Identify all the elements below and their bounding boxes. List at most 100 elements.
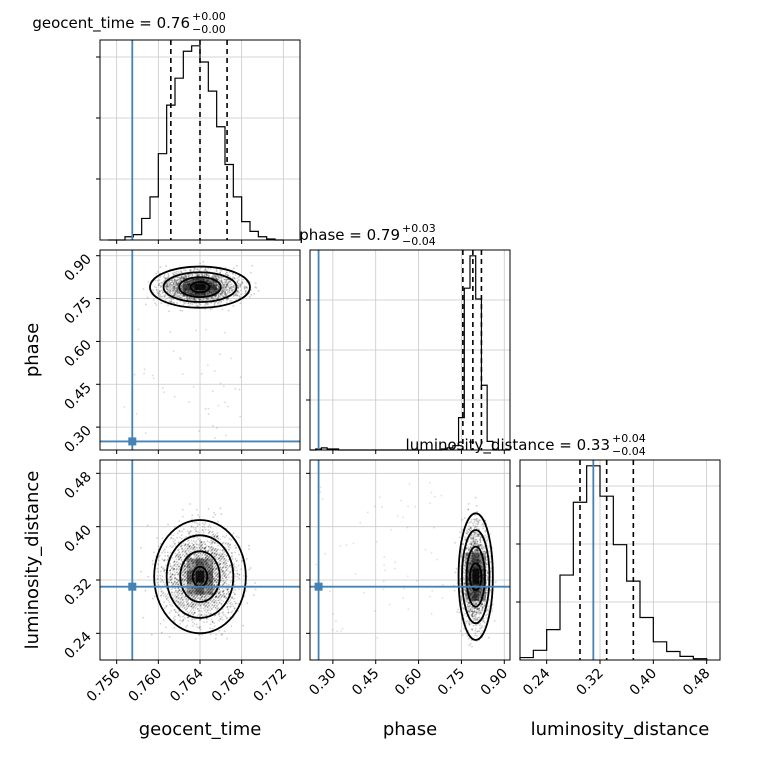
geocent-lumdist-point: [234, 593, 236, 596]
geocent-phase-point: [209, 281, 212, 284]
geocent-lumdist-point: [161, 558, 164, 561]
geocent-phase-point: [245, 287, 248, 289]
geocent-phase-point: [181, 283, 183, 286]
geocent-lumdist-point: [165, 597, 168, 600]
geocent-lumdist-point: [174, 552, 177, 555]
geocent-phase-point: [230, 289, 233, 292]
geocent-lumdist-point: [219, 596, 222, 599]
geocent-phase-point: [249, 271, 252, 274]
geocent-lumdist-point: [220, 554, 223, 557]
geocent-x-tick-label: 0.772: [250, 666, 290, 706]
geocent-lumdist-point: [215, 567, 218, 570]
geocent-phase-point: [206, 364, 209, 367]
geocent-lumdist-point: [233, 607, 236, 610]
geocent-lumdist-point: [227, 542, 230, 545]
geocent-x-tick-label: 0.768: [209, 666, 249, 706]
geocent-lumdist-point: [174, 539, 176, 542]
geocent-phase-point: [213, 302, 216, 305]
geocent-phase-point: [143, 372, 145, 375]
geocent-lumdist-point: [211, 541, 214, 544]
geocent-phase-point: [220, 278, 223, 281]
geocent-phase-point: [227, 282, 230, 284]
geocent-lumdist-point: [168, 611, 171, 614]
geocent-lumdist-point: [176, 532, 179, 535]
geocent-phase-point: [191, 292, 193, 294]
geocent-phase-truth-marker: [128, 437, 137, 446]
geocent-lumdist-point: [232, 532, 235, 535]
geocent-lumdist-point: [177, 549, 179, 552]
geocent-phase-point: [188, 401, 191, 403]
geocent-lumdist-point: [229, 581, 232, 584]
geocent-lumdist-point: [219, 593, 222, 596]
geocent-phase-point: [221, 292, 224, 294]
geocent-phase-point: [244, 292, 247, 295]
geocent-phase-point: [173, 294, 176, 297]
geocent-phase-point: [202, 261, 205, 263]
geocent-lumdist-point: [193, 521, 196, 524]
geocent-phase-point: [161, 386, 164, 389]
geocent-phase-point: [176, 291, 179, 294]
geocent-lumdist-point: [177, 562, 180, 565]
geocent-lumdist-point: [197, 538, 200, 540]
geocent-lumdist-point: [213, 563, 216, 565]
geocent-phase-point: [189, 290, 191, 293]
geocent-phase-point: [226, 273, 229, 276]
geocent-lumdist-point: [209, 603, 212, 605]
geocent-lumdist-point: [201, 522, 204, 524]
geocent-phase-point: [173, 279, 176, 281]
geocent-lumdist-point: [222, 579, 225, 582]
geocent-phase-point: [172, 288, 175, 291]
geocent-phase-point: [209, 281, 212, 284]
geocent-lumdist-point: [236, 572, 239, 575]
geocent-lumdist-point: [178, 520, 181, 523]
geocent-phase-point: [167, 274, 170, 276]
geocent-lumdist-point: [218, 601, 221, 604]
geocent-phase-point: [175, 286, 177, 288]
geocent-lumdist-point: [174, 610, 177, 613]
geocent-lumdist-point: [172, 596, 175, 599]
geocent-phase-point: [160, 282, 163, 284]
geocent-lumdist-point: [238, 553, 240, 556]
geocent-lumdist-point: [169, 544, 172, 547]
geocent-phase-point: [179, 309, 182, 312]
geocent-lumdist-point: [169, 572, 172, 574]
geocent-lumdist-point: [182, 604, 185, 607]
geocent-lumdist-point: [179, 619, 182, 622]
geocent-phase-point: [220, 280, 222, 282]
geocent-lumdist-point: [196, 595, 198, 598]
geocent-phase-point: [167, 276, 170, 279]
geocent-lumdist-point: [212, 598, 215, 601]
geocent-phase-point: [160, 285, 163, 288]
geocent-lumdist-point: [168, 601, 171, 604]
geocent-phase-point: [223, 278, 226, 281]
geocent-phase-point: [207, 267, 210, 270]
geocent-phase-point: [223, 286, 226, 288]
geocent-lumdist-point: [248, 548, 250, 550]
geocent-phase-point: [170, 300, 172, 303]
geocent-phase-point: [217, 286, 220, 288]
geocent-phase-point: [177, 271, 180, 273]
geocent-phase-point: [198, 430, 201, 433]
geocent-phase-point: [251, 264, 253, 267]
geocent-phase-point: [217, 297, 220, 300]
geocent-lumdist-point: [167, 554, 169, 557]
geocent-lumdist-point: [203, 554, 206, 557]
geocent-lumdist-point: [191, 546, 193, 548]
geocent-phase-point: [217, 288, 220, 291]
geocent-phase-point: [169, 331, 172, 333]
geocent-phase-point: [188, 274, 191, 277]
geocent-phase-point: [227, 285, 230, 288]
geocent-lumdist-point: [226, 564, 229, 567]
geocent-lumdist-point: [180, 593, 183, 595]
geocent-lumdist-point: [225, 555, 228, 557]
geocent-lumdist-point: [212, 516, 215, 518]
geocent-phase-point: [188, 280, 191, 283]
geocent-phase-point: [223, 291, 226, 294]
geocent-phase-point: [196, 268, 198, 271]
geocent-phase-point: [220, 293, 223, 296]
geocent-phase-point: [208, 291, 211, 293]
geocent-lumdist-point: [202, 531, 205, 534]
geocent-phase-point: [179, 270, 182, 273]
geocent-phase-point: [238, 295, 241, 297]
geocent-phase-point: [174, 278, 177, 281]
